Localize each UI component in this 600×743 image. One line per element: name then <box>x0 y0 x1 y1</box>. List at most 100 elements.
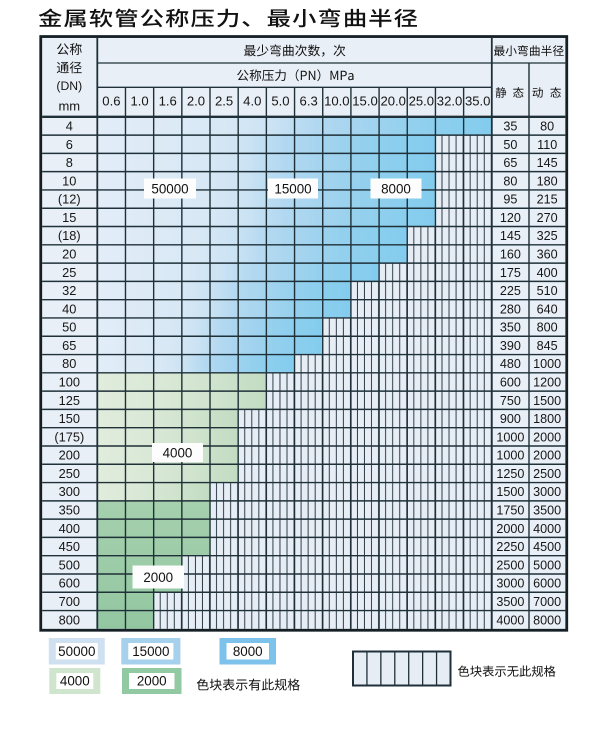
svg-text:40: 40 <box>62 301 76 316</box>
svg-text:95: 95 <box>503 193 517 207</box>
svg-text:50: 50 <box>62 320 76 335</box>
svg-text:2000: 2000 <box>533 449 561 463</box>
svg-text:15000: 15000 <box>274 181 311 196</box>
svg-text:350: 350 <box>59 503 80 518</box>
svg-text:900: 900 <box>500 412 521 426</box>
svg-text:200: 200 <box>59 448 80 463</box>
svg-text:65: 65 <box>503 156 517 170</box>
svg-text:1800: 1800 <box>533 412 561 426</box>
svg-text:400: 400 <box>59 521 80 536</box>
svg-text:15: 15 <box>62 210 76 225</box>
svg-text:215: 215 <box>537 193 558 207</box>
svg-text:50000: 50000 <box>151 181 188 196</box>
svg-text:225: 225 <box>500 284 521 298</box>
svg-text:7000: 7000 <box>533 595 561 609</box>
svg-text:2.5: 2.5 <box>215 94 233 109</box>
svg-text:1000: 1000 <box>533 357 561 371</box>
svg-text:8000: 8000 <box>381 181 411 196</box>
svg-text:4: 4 <box>66 118 73 133</box>
svg-text:1.0: 1.0 <box>130 94 148 109</box>
svg-text:1750: 1750 <box>496 504 524 518</box>
svg-text:145: 145 <box>537 156 558 170</box>
svg-text:180: 180 <box>537 174 558 188</box>
svg-text:5.0: 5.0 <box>271 94 289 109</box>
svg-text:750: 750 <box>500 394 521 408</box>
svg-text:32.0: 32.0 <box>437 94 462 109</box>
svg-text:50: 50 <box>503 138 517 152</box>
svg-text:125: 125 <box>59 393 80 408</box>
svg-text:800: 800 <box>537 321 558 335</box>
svg-text:10.0: 10.0 <box>324 94 349 109</box>
svg-text:640: 640 <box>537 302 558 316</box>
svg-text:2000: 2000 <box>137 674 167 689</box>
svg-text:450: 450 <box>59 539 80 554</box>
svg-text:25.0: 25.0 <box>409 94 434 109</box>
svg-text:4000: 4000 <box>60 674 90 689</box>
svg-text:35.0: 35.0 <box>465 94 490 109</box>
svg-text:2000: 2000 <box>496 522 524 536</box>
svg-text:700: 700 <box>59 594 80 609</box>
svg-text:10: 10 <box>62 173 76 188</box>
svg-text:280: 280 <box>500 302 521 316</box>
svg-text:150: 150 <box>59 411 80 426</box>
svg-text:(DN): (DN) <box>56 79 82 93</box>
svg-text:3500: 3500 <box>533 504 561 518</box>
svg-text:8: 8 <box>66 155 73 170</box>
svg-text:270: 270 <box>537 211 558 225</box>
svg-text:20.0: 20.0 <box>380 94 405 109</box>
svg-text:1200: 1200 <box>533 376 561 390</box>
svg-text:4000: 4000 <box>163 445 193 460</box>
svg-text:15.0: 15.0 <box>352 94 377 109</box>
svg-text:600: 600 <box>500 376 521 390</box>
svg-text:120: 120 <box>500 211 521 225</box>
svg-text:35: 35 <box>503 119 517 133</box>
svg-text:110: 110 <box>537 138 557 152</box>
svg-text:2500: 2500 <box>496 558 524 572</box>
svg-text:325: 325 <box>537 229 558 243</box>
svg-text:80: 80 <box>540 119 554 133</box>
svg-text:15000: 15000 <box>132 644 169 659</box>
svg-text:2250: 2250 <box>496 540 524 554</box>
svg-text:2000: 2000 <box>143 570 173 585</box>
svg-text:1250: 1250 <box>496 467 524 481</box>
svg-text:50000: 50000 <box>58 644 95 659</box>
svg-text:80: 80 <box>503 174 517 188</box>
svg-text:300: 300 <box>59 484 80 499</box>
svg-text:2000: 2000 <box>533 430 561 444</box>
svg-text:0.6: 0.6 <box>102 94 120 109</box>
svg-text:510: 510 <box>537 284 558 298</box>
svg-text:350: 350 <box>500 321 521 335</box>
svg-text:8000: 8000 <box>533 613 561 627</box>
svg-text:160: 160 <box>500 248 521 262</box>
svg-text:800: 800 <box>59 612 80 627</box>
svg-text:(18): (18) <box>58 228 81 243</box>
svg-text:3000: 3000 <box>496 577 524 591</box>
svg-text:3500: 3500 <box>496 595 524 609</box>
svg-text:6: 6 <box>66 137 73 152</box>
svg-text:5000: 5000 <box>533 558 561 572</box>
svg-text:480: 480 <box>500 357 521 371</box>
svg-text:4500: 4500 <box>533 540 561 554</box>
svg-text:2.0: 2.0 <box>187 94 205 109</box>
svg-text:100: 100 <box>59 375 80 390</box>
svg-text:2500: 2500 <box>533 467 561 481</box>
svg-text:4000: 4000 <box>533 522 561 536</box>
svg-text:400: 400 <box>537 266 558 280</box>
svg-text:25: 25 <box>62 265 76 280</box>
svg-text:500: 500 <box>59 557 80 572</box>
svg-text:8000: 8000 <box>233 644 263 659</box>
svg-text:(12): (12) <box>58 192 81 207</box>
svg-text:1000: 1000 <box>496 449 524 463</box>
svg-text:1500: 1500 <box>533 394 561 408</box>
svg-text:65: 65 <box>62 338 76 353</box>
svg-text:mm: mm <box>58 99 80 114</box>
svg-text:390: 390 <box>500 339 521 353</box>
svg-text:6000: 6000 <box>533 577 561 591</box>
svg-text:360: 360 <box>537 248 558 262</box>
svg-text:250: 250 <box>59 466 80 481</box>
svg-text:175: 175 <box>500 266 521 280</box>
svg-text:145: 145 <box>500 229 521 243</box>
svg-text:4000: 4000 <box>496 613 524 627</box>
svg-text:3000: 3000 <box>533 485 561 499</box>
svg-text:(175): (175) <box>54 429 84 444</box>
